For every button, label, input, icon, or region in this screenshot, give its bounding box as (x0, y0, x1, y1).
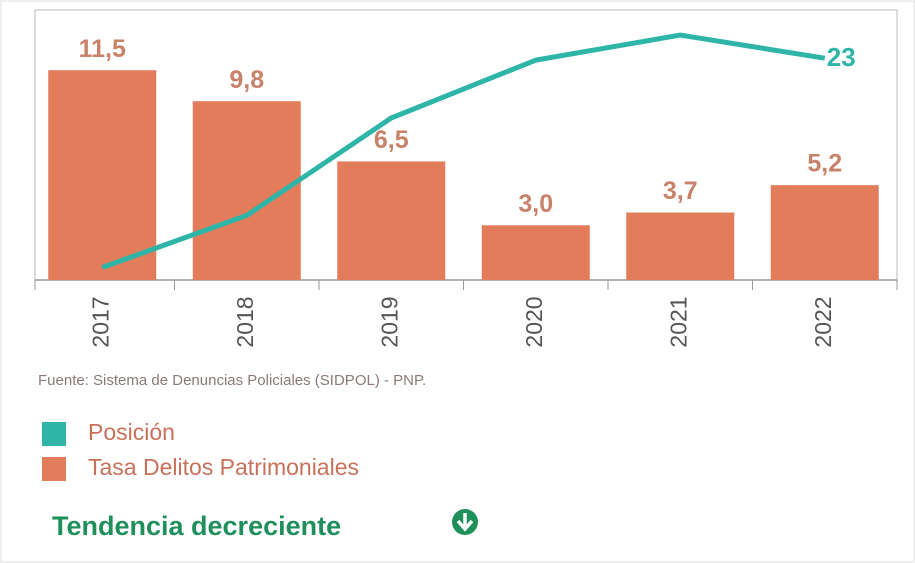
legend-label: Tasa Delitos Patrimoniales (88, 454, 359, 480)
bar (626, 212, 735, 280)
x-tick-label: 2021 (665, 296, 691, 347)
x-tick-label: 2022 (810, 296, 836, 347)
down-icon (452, 509, 478, 535)
data-label: 5,2 (807, 150, 842, 178)
data-label: 6,5 (374, 126, 409, 154)
x-tick-label: 2019 (376, 296, 402, 347)
data-label: 23 (827, 42, 856, 72)
bar (337, 161, 446, 280)
bar (48, 70, 157, 281)
footer-text: Tendencia decreciente (52, 511, 341, 541)
data-label: 9,8 (229, 66, 264, 94)
x-tick-label: 2017 (87, 296, 113, 347)
legend-label: Posición (88, 419, 175, 445)
bar (770, 185, 879, 280)
data-label: 11,5 (79, 35, 126, 63)
legend-swatch (42, 457, 66, 481)
line (101, 32, 826, 270)
source: Fuente: Sistema de Denuncias Policiales … (38, 372, 426, 389)
data-label: 3,0 (518, 190, 553, 218)
x-tick-label: 2018 (232, 296, 258, 347)
legend-swatch (42, 422, 66, 446)
data-label: 3,7 (663, 177, 698, 205)
bar (481, 225, 590, 280)
x-tick-label: 2020 (521, 296, 547, 347)
